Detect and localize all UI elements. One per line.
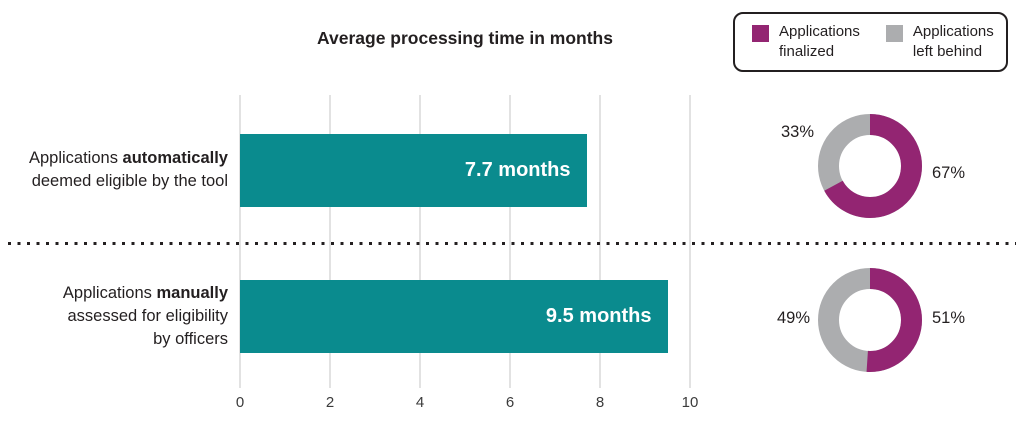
x-tick-8: 8	[595, 394, 605, 411]
label-text: Applications	[28, 149, 123, 167]
left-behind-pct-label: 49%	[776, 309, 810, 327]
gridline-6	[509, 95, 511, 388]
label-text: deemed eligible by the tool	[31, 172, 228, 190]
gridline-8	[599, 95, 601, 388]
bar-value-label: 9.5 months	[545, 305, 652, 327]
gridline-0	[239, 95, 241, 388]
legend-item-finalized: Applications finalized	[752, 22, 860, 62]
left-behind-swatch-icon	[885, 25, 903, 43]
legend-label-finalized: Applications finalized	[779, 23, 860, 60]
x-tick-10: 10	[681, 394, 699, 411]
x-tick-2: 2	[325, 394, 335, 411]
chart-title: Average processing time in months	[317, 28, 613, 48]
label-text: assessed for eligibility	[67, 307, 229, 325]
donut-svg	[818, 268, 922, 372]
bar-manual: 9.5 months	[240, 280, 668, 353]
x-tick-6: 6	[505, 394, 515, 411]
x-tick-0: 0	[235, 394, 245, 411]
finalized-pct-label: 67%	[932, 164, 966, 182]
donut-finalized-arc	[818, 268, 922, 372]
legend-box: Applications finalized Applications left…	[733, 12, 1008, 72]
donut-chart-manual: 49% 51%	[777, 268, 965, 372]
category-label-manual: Applications manually assessed for eligi…	[0, 282, 228, 351]
donut-chart-automatic: 33% 67%	[781, 114, 965, 218]
donut-svg	[818, 114, 922, 218]
legend-label-left-behind: Applications left behind	[912, 23, 994, 60]
finalized-swatch-icon	[752, 25, 769, 43]
legend-item-left-behind: Applications left behind	[885, 22, 994, 62]
category-label-automatic: Applications automatically deemed eligib…	[0, 147, 228, 193]
bar-value-label: 7.7 months	[464, 159, 571, 181]
donut-finalized-arc	[818, 114, 922, 218]
dotted-divider	[8, 242, 1016, 245]
gridline-4	[419, 95, 421, 388]
x-tick-4: 4	[415, 394, 425, 411]
label-bold-text: automatically	[122, 149, 228, 167]
bar-automatic: 7.7 months	[240, 134, 587, 207]
label-text: Applications	[62, 284, 157, 302]
label-bold-text: manually	[156, 284, 228, 302]
label-text: by officers	[153, 330, 228, 348]
finalized-pct-label: 51%	[932, 309, 966, 327]
gridline-2	[329, 95, 331, 388]
gridline-10	[689, 95, 691, 388]
left-behind-pct-label: 33%	[780, 123, 814, 141]
